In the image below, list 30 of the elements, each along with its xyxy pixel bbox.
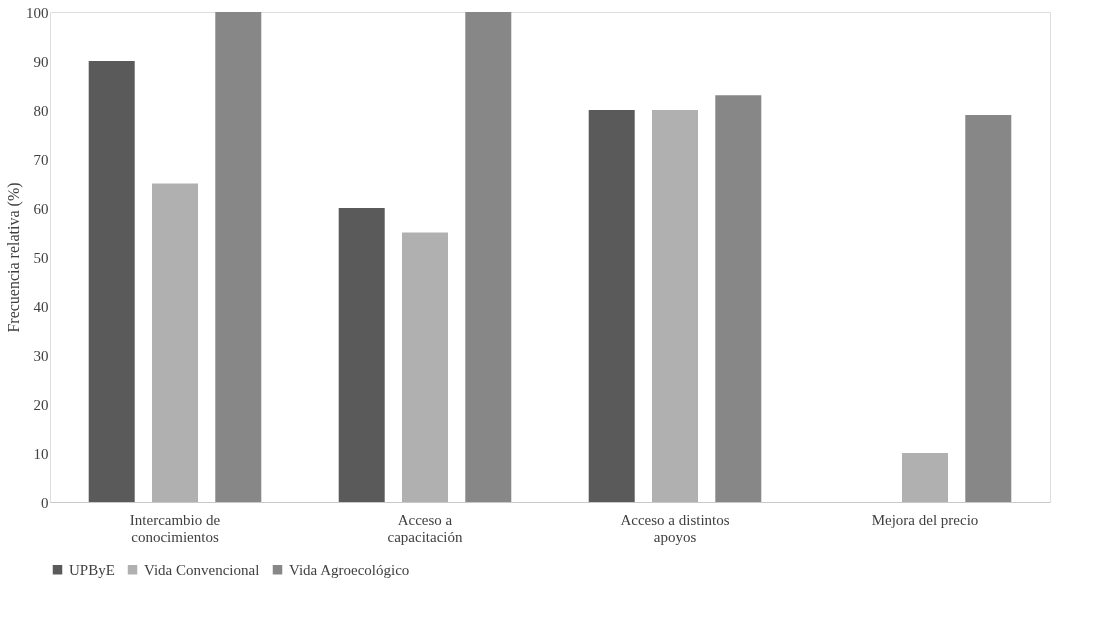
bar <box>588 110 635 502</box>
bar <box>715 95 762 502</box>
bar <box>465 12 512 502</box>
y-tick-label: 70 <box>33 151 49 168</box>
y-axis-title: Frecuencia relativa (%) <box>5 182 23 333</box>
y-tick-label: 100 <box>26 4 49 21</box>
y-tick-label: 0 <box>41 494 49 511</box>
bar <box>965 114 1012 502</box>
legend-label: Vida Agroecológico <box>289 561 410 578</box>
legend-label: UPByE <box>69 561 115 578</box>
bar <box>338 208 385 502</box>
legend-label: Vida Convencional <box>144 561 260 578</box>
x-tick-label: Mejora del precio <box>871 511 979 528</box>
y-tick-label: 60 <box>33 200 49 217</box>
bar <box>152 183 198 502</box>
x-tick-label: Acceso a capacitación <box>387 511 463 545</box>
bar <box>215 12 262 502</box>
bar <box>88 61 135 502</box>
bar <box>652 110 698 502</box>
x-tick-label: Intercambio de conocimientos <box>129 511 221 545</box>
y-tick-label: 90 <box>33 53 49 70</box>
y-tick-label: 80 <box>33 102 49 119</box>
bar <box>902 453 948 502</box>
x-tick-label: Acceso a distintos apoyos <box>620 511 730 545</box>
y-tick-label: 50 <box>33 249 49 266</box>
y-tick-label: 10 <box>33 445 49 462</box>
y-tick-label: 20 <box>33 396 49 413</box>
bar <box>402 232 448 502</box>
y-tick-label: 40 <box>33 298 49 315</box>
y-tick-label: 30 <box>33 347 49 364</box>
